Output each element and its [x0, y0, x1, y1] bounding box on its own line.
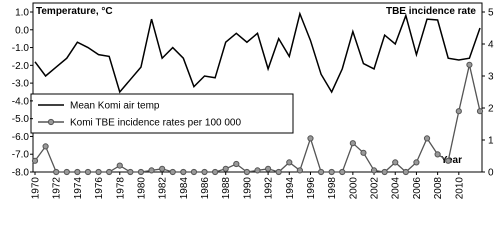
series-marker	[84, 168, 92, 176]
series-marker	[445, 157, 452, 164]
y-tick-label: -3.0	[12, 79, 30, 90]
series-marker	[233, 160, 240, 168]
x-axis-title: Year	[441, 155, 462, 166]
x-tick-label: 1990	[242, 177, 253, 200]
series-marker	[317, 168, 325, 176]
series-marker	[31, 157, 39, 164]
x-tick-label: 1976	[94, 177, 105, 200]
series-marker	[455, 108, 462, 115]
plot-frame	[32, 2, 483, 173]
y2-tick-label: 0	[488, 168, 494, 179]
x-tick-label: 1998	[327, 177, 338, 200]
x-tick-label: 1980	[136, 177, 147, 200]
y-tick-label: -4.0	[12, 96, 30, 107]
y-tick-label: -2.0	[12, 61, 30, 72]
series-marker	[466, 61, 473, 68]
x-tick-label: 2004	[391, 177, 402, 200]
series-marker	[159, 165, 166, 172]
series-line	[34, 11, 481, 94]
series-marker	[328, 168, 335, 176]
y2-tick-label: 4	[488, 40, 494, 51]
series-marker	[42, 143, 49, 150]
legend-label: Komi TBE incidence rates per 100 000	[70, 118, 241, 129]
x-tick-label: 2002	[370, 177, 381, 200]
legend-marker	[47, 118, 55, 126]
series-marker	[423, 135, 431, 142]
series-marker	[106, 168, 113, 176]
y2-tick-label: 3	[488, 72, 494, 83]
series-marker	[222, 165, 229, 172]
y-tick-label: 0.0	[15, 25, 29, 36]
x-tick-label: 1972	[52, 177, 63, 200]
x-tick-label: 2006	[412, 177, 423, 200]
series-marker	[212, 168, 219, 176]
x-tick-label: 1970	[31, 177, 42, 200]
series-marker	[264, 165, 272, 172]
x-tick-label: 1988	[221, 177, 232, 200]
series-marker	[169, 168, 176, 176]
y2-tick-label: 2	[488, 104, 494, 115]
series-marker	[476, 108, 484, 115]
x-tick-label: 1982	[158, 177, 169, 200]
y2-tick-label: 5	[488, 8, 494, 19]
x-tick-label: 1978	[115, 177, 126, 200]
y-tick-label: -1.0	[12, 43, 30, 54]
series-marker	[95, 168, 102, 176]
series-marker	[53, 168, 60, 176]
y2-axis-title: TBE incidence rate	[386, 6, 476, 17]
legend-label: Mean Komi air temp	[70, 101, 160, 112]
x-tick-label: 1974	[73, 177, 84, 200]
x-tick-label: 2008	[433, 177, 444, 200]
series-marker	[243, 168, 251, 176]
series-marker	[434, 151, 441, 158]
series-marker	[349, 140, 356, 147]
series-marker	[296, 167, 303, 174]
x-tick-label: 1992	[264, 177, 275, 200]
x-tick-label: 2000	[348, 177, 359, 200]
series-marker	[413, 159, 420, 166]
series-marker	[381, 168, 388, 176]
series-marker	[360, 149, 367, 156]
y-tick-label: -6.0	[12, 132, 30, 143]
series-marker	[148, 167, 155, 174]
legend-box	[30, 93, 294, 134]
x-tick-label: 1986	[200, 177, 211, 200]
x-tick-label: 1996	[306, 177, 317, 200]
y-tick-label: -5.0	[12, 114, 30, 125]
y-tick-label: 1.0	[15, 8, 29, 19]
series-marker	[392, 159, 399, 166]
series-marker	[275, 168, 282, 176]
series-marker	[254, 167, 261, 174]
y-axis-title: Temperature, °C	[36, 6, 113, 17]
series-marker	[74, 168, 81, 176]
series-marker	[127, 168, 134, 176]
y2-tick-label: 1	[488, 136, 494, 147]
x-tick-label: 1984	[179, 177, 190, 200]
series-marker	[339, 168, 346, 176]
series-marker	[286, 159, 293, 166]
y-tick-label: -7.0	[12, 150, 30, 161]
series-marker	[370, 167, 378, 174]
x-tick-label: 2010	[454, 177, 465, 200]
series-marker	[402, 168, 409, 176]
series-marker	[190, 168, 198, 176]
series-marker	[201, 168, 208, 176]
series-marker	[137, 168, 145, 176]
series-marker	[307, 135, 314, 142]
chart: Temperature, °C TBE incidence rate Year …	[12, 2, 494, 200]
series-marker	[180, 168, 187, 176]
series-marker	[116, 162, 123, 169]
x-tick-label: 1994	[285, 177, 296, 200]
y-tick-label: -8.0	[12, 168, 30, 179]
series-marker	[63, 168, 70, 176]
